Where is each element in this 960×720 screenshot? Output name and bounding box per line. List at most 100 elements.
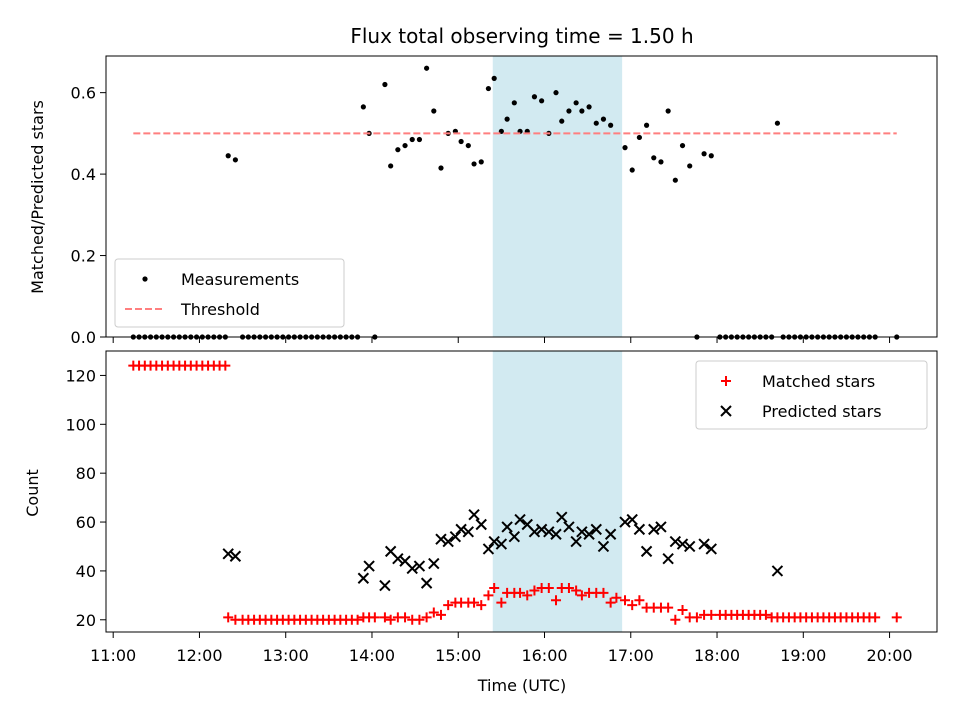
top-panel: 0.0 0.2 0.4 0.6 Measurements Threshold — [71, 55, 938, 347]
data-point — [760, 609, 771, 620]
data-point — [684, 540, 696, 553]
data-point — [570, 535, 582, 548]
data-point — [870, 612, 881, 623]
x-tick-label: 11:00 — [90, 646, 136, 665]
data-point — [611, 592, 622, 603]
y-tick-label: 20 — [76, 611, 96, 630]
data-point — [636, 134, 642, 141]
data-point — [543, 583, 554, 594]
data-point — [677, 605, 688, 616]
data-point — [553, 90, 559, 96]
data-point — [771, 565, 784, 577]
y-tick-label: 0.4 — [71, 165, 96, 184]
data-point — [431, 108, 437, 114]
y-tick-label: 60 — [76, 513, 96, 532]
data-point — [563, 583, 574, 594]
data-point — [482, 543, 495, 555]
x-tick-label: 14:00 — [349, 646, 395, 665]
data-point — [620, 595, 631, 606]
data-point — [629, 167, 635, 173]
data-point — [559, 118, 565, 124]
data-point — [428, 607, 439, 618]
data-point — [369, 612, 380, 623]
data-point — [413, 560, 426, 572]
legend-label: Predicted stars — [762, 402, 882, 421]
data-point — [469, 597, 480, 608]
data-point — [428, 557, 440, 570]
series-matched-stars — [128, 360, 902, 625]
data-point — [414, 614, 425, 625]
data-point — [701, 151, 707, 157]
data-point — [522, 590, 533, 601]
data-point — [619, 516, 631, 528]
data-point — [528, 526, 541, 538]
data-point — [543, 526, 555, 538]
data-point — [478, 159, 484, 165]
data-point — [665, 108, 671, 114]
data-point — [352, 614, 363, 625]
data-point — [468, 509, 480, 521]
y-tick-label: 0.6 — [71, 84, 96, 103]
data-point — [705, 543, 717, 555]
y-tick-label: 0.2 — [71, 247, 96, 266]
data-point — [550, 528, 562, 540]
x-tick-label: 17:00 — [608, 646, 654, 665]
y-tick-label: 80 — [76, 464, 96, 483]
data-point — [655, 521, 667, 533]
y-tick-label: 100 — [65, 415, 96, 434]
data-point — [443, 600, 454, 611]
data-point — [672, 177, 678, 183]
plot-frame — [105, 350, 938, 633]
data-point — [640, 545, 653, 558]
data-point — [622, 145, 628, 151]
data-point — [455, 523, 467, 536]
data-point — [687, 163, 693, 169]
data-point — [706, 609, 717, 620]
data-point — [648, 523, 660, 536]
data-point — [698, 538, 710, 550]
data-point — [379, 579, 391, 592]
legend-box — [695, 360, 928, 430]
data-point — [556, 511, 568, 523]
legend-label: Measurements — [181, 270, 299, 289]
legend-marker — [142, 276, 148, 282]
data-point — [563, 521, 575, 533]
data-point — [597, 540, 610, 553]
bottom-panel: 20 40 60 80 100 120 11:00 12:00 13:00 14:00 15:00 1… — [65, 350, 938, 665]
data-point — [471, 161, 477, 167]
data-point — [400, 612, 411, 623]
data-point — [643, 122, 650, 128]
data-point — [462, 526, 475, 538]
data-point — [608, 122, 614, 128]
data-point — [576, 526, 588, 538]
data-point — [409, 136, 415, 143]
data-point — [363, 560, 375, 572]
data-point — [605, 597, 616, 608]
data-point — [566, 108, 572, 114]
data-point — [229, 550, 242, 562]
data-point — [508, 530, 521, 543]
data-point — [438, 165, 444, 171]
data-point — [691, 612, 702, 623]
data-point — [535, 523, 548, 536]
data-point — [501, 521, 513, 533]
data-point — [382, 81, 388, 88]
data-point — [424, 65, 430, 71]
series-predicted-stars — [222, 509, 784, 592]
x-tick-label: 16:00 — [521, 646, 567, 665]
top-y-axis-label: Matched/Predicted stars — [28, 100, 47, 294]
data-point — [488, 535, 500, 548]
bottom-y-axis-label: Count — [23, 469, 42, 517]
y-tick-label: 120 — [65, 366, 96, 385]
plot-frame — [105, 55, 938, 338]
data-point — [416, 136, 423, 143]
legend: Measurements Threshold — [114, 258, 345, 328]
data-point — [449, 530, 462, 543]
data-point — [531, 94, 538, 100]
x-tick-label: 15:00 — [435, 646, 481, 665]
x-tick-label: 13:00 — [263, 646, 309, 665]
data-point — [489, 583, 500, 594]
legend: Matched stars Predicted stars — [695, 360, 928, 430]
x-tick-label: 18:00 — [694, 646, 740, 665]
